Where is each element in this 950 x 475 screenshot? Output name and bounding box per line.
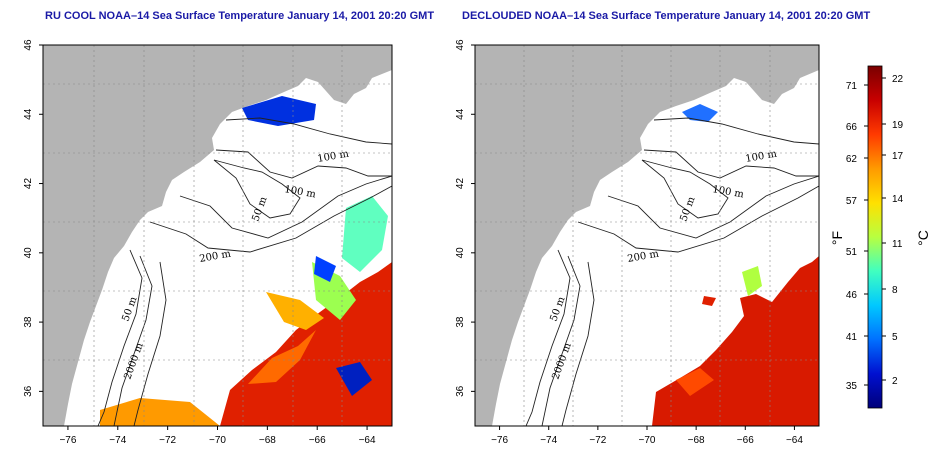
colorbar-c-tick-label: 17 — [892, 151, 904, 162]
sst-left — [100, 96, 392, 426]
colorbar-c-tick-label: 14 — [892, 194, 904, 205]
colorbar-f-tick-label: 66 — [846, 122, 858, 133]
colorbar-c-tick-label: 11 — [892, 239, 903, 250]
bathymetry-contours — [97, 117, 392, 426]
y-tick-label: 44 — [23, 108, 34, 120]
x-tick-label: −74 — [109, 435, 126, 446]
y-tick-label: 44 — [455, 108, 466, 120]
colorbar-f-tick-label: 62 — [846, 154, 858, 165]
x-tick-label: −68 — [259, 435, 276, 446]
x-tick-label: −74 — [540, 435, 557, 446]
x-tick-label: −64 — [786, 435, 803, 446]
map-panel-left: 100 m 100 m 50 m 200 m 50 m 2000 m −76 −7… — [23, 39, 393, 446]
x-tick-label: −66 — [737, 435, 754, 446]
y-tick-label: 38 — [23, 316, 34, 328]
colorbar-f-tick-label: 51 — [846, 247, 858, 258]
colorbar: 71 66 62 57 51 46 41 35 22 19 17 14 11 8 5 2 °F °C — [829, 65, 931, 409]
y-tick-label: 40 — [23, 247, 34, 259]
colorbar-c-tick-label: 2 — [892, 376, 898, 387]
colorbar-celsius-label: °C — [915, 230, 931, 246]
colorbar-f-tick-label: 57 — [846, 196, 858, 207]
colorbar-c-tick-label: 22 — [892, 74, 904, 85]
panel-right-title: DECLOUDED NOAA–14 Sea Surface Temperatur… — [462, 10, 871, 22]
y-tick-label: 40 — [455, 247, 466, 259]
x-tick-label: −76 — [491, 435, 508, 446]
y-tick-label: 42 — [23, 178, 34, 190]
x-tick-label: −64 — [359, 435, 376, 446]
sst-right — [652, 104, 819, 426]
x-tick-label: −72 — [159, 435, 176, 446]
grid-right — [475, 45, 819, 426]
y-tick-label: 36 — [23, 385, 34, 397]
x-tick-label: −68 — [688, 435, 705, 446]
y-tick-label: 36 — [455, 385, 466, 397]
colorbar-f-tick-label: 35 — [846, 381, 858, 392]
y-tick-label: 46 — [23, 39, 34, 51]
x-tick-label: −66 — [309, 435, 326, 446]
colorbar-c-tick-label: 5 — [892, 332, 898, 343]
colorbar-f-tick-label: 41 — [846, 332, 858, 343]
axes-right: −76 −74 −72 −70 −68 −66 −64 36 38 40 42 44 46 — [455, 39, 803, 446]
colorbar-c-tick-label: 19 — [892, 120, 904, 131]
colorbar-f-tick-label: 71 — [846, 81, 858, 92]
map-panel-right: 100 m 100 m 50 m 200 m 50 m 2000 m −76 −7… — [455, 39, 820, 446]
x-tick-label: −76 — [59, 435, 76, 446]
colorbar-c-tick-label: 8 — [892, 285, 898, 296]
land-mass — [43, 45, 392, 426]
x-tick-label: −72 — [589, 435, 606, 446]
colorbar-f-tick-label: 46 — [846, 290, 858, 301]
land-mass — [475, 45, 819, 426]
x-tick-label: −70 — [209, 435, 226, 446]
grid-left — [43, 45, 392, 426]
colorbar-ticks: 71 66 62 57 51 46 41 35 22 19 17 14 11 8 5 2 — [846, 74, 904, 392]
panel-left-title: RU COOL NOAA–14 Sea Surface Temperature … — [45, 10, 435, 22]
y-tick-label: 38 — [455, 316, 466, 328]
y-tick-label: 46 — [455, 39, 466, 51]
axes-left: −76 −74 −72 −70 −68 −66 −64 36 38 40 42 44 46 — [23, 39, 376, 446]
colorbar-fahrenheit-label: °F — [829, 231, 845, 245]
y-tick-label: 42 — [455, 178, 466, 190]
x-tick-label: −70 — [639, 435, 656, 446]
colorbar-scale — [867, 65, 883, 409]
